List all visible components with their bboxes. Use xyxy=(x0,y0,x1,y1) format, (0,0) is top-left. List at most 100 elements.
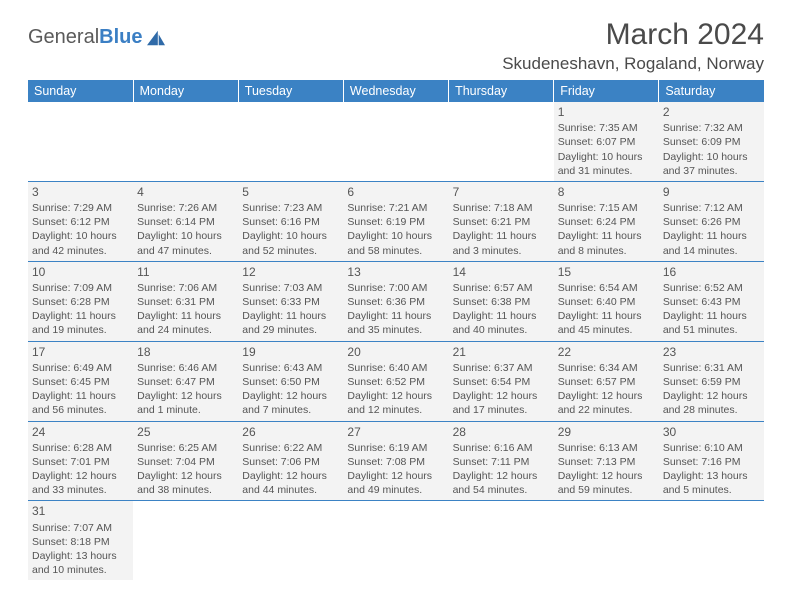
sunset-line: Sunset: 6:40 PM xyxy=(558,295,655,309)
calendar-cell: 10Sunrise: 7:09 AMSunset: 6:28 PMDayligh… xyxy=(28,261,133,341)
sunset-line: Sunset: 6:21 PM xyxy=(453,215,550,229)
sunset-line: Sunset: 6:07 PM xyxy=(558,135,655,149)
calendar-cell: 3Sunrise: 7:29 AMSunset: 6:12 PMDaylight… xyxy=(28,181,133,261)
daylight-line: Daylight: 12 hours and 28 minutes. xyxy=(663,389,760,417)
day-number: 5 xyxy=(242,184,339,200)
daylight-line: Daylight: 11 hours and 8 minutes. xyxy=(558,229,655,257)
daylight-line: Daylight: 13 hours and 5 minutes. xyxy=(663,469,760,497)
sunset-line: Sunset: 6:14 PM xyxy=(137,215,234,229)
calendar-body: 1Sunrise: 7:35 AMSunset: 6:07 PMDaylight… xyxy=(28,102,764,580)
day-number: 29 xyxy=(558,424,655,440)
calendar-cell: 22Sunrise: 6:34 AMSunset: 6:57 PMDayligh… xyxy=(554,341,659,421)
sunrise-line: Sunrise: 7:00 AM xyxy=(347,281,444,295)
calendar-cell xyxy=(449,501,554,580)
calendar-cell: 8Sunrise: 7:15 AMSunset: 6:24 PMDaylight… xyxy=(554,181,659,261)
calendar-cell: 26Sunrise: 6:22 AMSunset: 7:06 PMDayligh… xyxy=(238,421,343,501)
daylight-line: Daylight: 11 hours and 14 minutes. xyxy=(663,229,760,257)
sunset-line: Sunset: 6:45 PM xyxy=(32,375,129,389)
sunset-line: Sunset: 6:24 PM xyxy=(558,215,655,229)
sunset-line: Sunset: 6:09 PM xyxy=(663,135,760,149)
calendar-cell: 20Sunrise: 6:40 AMSunset: 6:52 PMDayligh… xyxy=(343,341,448,421)
sunset-line: Sunset: 7:13 PM xyxy=(558,455,655,469)
calendar-cell: 1Sunrise: 7:35 AMSunset: 6:07 PMDaylight… xyxy=(554,102,659,181)
calendar-cell: 30Sunrise: 6:10 AMSunset: 7:16 PMDayligh… xyxy=(659,421,764,501)
header: GeneralBlue March 2024 Skudeneshavn, Rog… xyxy=(28,18,764,74)
calendar-cell: 11Sunrise: 7:06 AMSunset: 6:31 PMDayligh… xyxy=(133,261,238,341)
day-number: 26 xyxy=(242,424,339,440)
calendar-cell: 12Sunrise: 7:03 AMSunset: 6:33 PMDayligh… xyxy=(238,261,343,341)
sail-icon xyxy=(145,29,167,47)
sunset-line: Sunset: 6:43 PM xyxy=(663,295,760,309)
day-number: 13 xyxy=(347,264,444,280)
weekday-header: Sunday xyxy=(28,80,133,102)
calendar-cell: 6Sunrise: 7:21 AMSunset: 6:19 PMDaylight… xyxy=(343,181,448,261)
daylight-line: Daylight: 11 hours and 3 minutes. xyxy=(453,229,550,257)
sunset-line: Sunset: 6:57 PM xyxy=(558,375,655,389)
sunset-line: Sunset: 7:01 PM xyxy=(32,455,129,469)
sunset-line: Sunset: 6:50 PM xyxy=(242,375,339,389)
sunrise-line: Sunrise: 6:22 AM xyxy=(242,441,339,455)
calendar-cell: 19Sunrise: 6:43 AMSunset: 6:50 PMDayligh… xyxy=(238,341,343,421)
sunrise-line: Sunrise: 7:21 AM xyxy=(347,201,444,215)
daylight-line: Daylight: 11 hours and 40 minutes. xyxy=(453,309,550,337)
day-number: 20 xyxy=(347,344,444,360)
daylight-line: Daylight: 10 hours and 37 minutes. xyxy=(663,150,760,178)
day-number: 19 xyxy=(242,344,339,360)
sunset-line: Sunset: 6:26 PM xyxy=(663,215,760,229)
day-number: 6 xyxy=(347,184,444,200)
day-number: 2 xyxy=(663,104,760,120)
daylight-line: Daylight: 11 hours and 35 minutes. xyxy=(347,309,444,337)
sunset-line: Sunset: 6:31 PM xyxy=(137,295,234,309)
sunrise-line: Sunrise: 7:15 AM xyxy=(558,201,655,215)
daylight-line: Daylight: 11 hours and 29 minutes. xyxy=(242,309,339,337)
day-number: 18 xyxy=(137,344,234,360)
daylight-line: Daylight: 12 hours and 22 minutes. xyxy=(558,389,655,417)
logo: GeneralBlue xyxy=(28,18,167,49)
title-block: March 2024 Skudeneshavn, Rogaland, Norwa… xyxy=(502,18,764,74)
calendar-cell: 7Sunrise: 7:18 AMSunset: 6:21 PMDaylight… xyxy=(449,181,554,261)
sunrise-line: Sunrise: 7:35 AM xyxy=(558,121,655,135)
daylight-line: Daylight: 12 hours and 38 minutes. xyxy=(137,469,234,497)
sunrise-line: Sunrise: 6:13 AM xyxy=(558,441,655,455)
logo-text-general: General xyxy=(28,26,99,48)
calendar-cell: 27Sunrise: 6:19 AMSunset: 7:08 PMDayligh… xyxy=(343,421,448,501)
sunrise-line: Sunrise: 7:29 AM xyxy=(32,201,129,215)
day-number: 31 xyxy=(32,503,129,519)
daylight-line: Daylight: 12 hours and 54 minutes. xyxy=(453,469,550,497)
daylight-line: Daylight: 12 hours and 1 minute. xyxy=(137,389,234,417)
calendar-row: 3Sunrise: 7:29 AMSunset: 6:12 PMDaylight… xyxy=(28,181,764,261)
calendar-cell xyxy=(343,501,448,580)
day-number: 23 xyxy=(663,344,760,360)
calendar-cell xyxy=(449,102,554,181)
day-number: 30 xyxy=(663,424,760,440)
weekday-header: Monday xyxy=(133,80,238,102)
daylight-line: Daylight: 11 hours and 56 minutes. xyxy=(32,389,129,417)
day-number: 3 xyxy=(32,184,129,200)
weekday-header: Saturday xyxy=(659,80,764,102)
day-number: 21 xyxy=(453,344,550,360)
day-number: 1 xyxy=(558,104,655,120)
day-number: 16 xyxy=(663,264,760,280)
day-number: 4 xyxy=(137,184,234,200)
sunset-line: Sunset: 6:19 PM xyxy=(347,215,444,229)
day-number: 25 xyxy=(137,424,234,440)
sunset-line: Sunset: 7:06 PM xyxy=(242,455,339,469)
sunrise-line: Sunrise: 6:54 AM xyxy=(558,281,655,295)
calendar-cell xyxy=(554,501,659,580)
calendar-cell: 9Sunrise: 7:12 AMSunset: 6:26 PMDaylight… xyxy=(659,181,764,261)
sunrise-line: Sunrise: 7:09 AM xyxy=(32,281,129,295)
day-number: 7 xyxy=(453,184,550,200)
daylight-line: Daylight: 10 hours and 31 minutes. xyxy=(558,150,655,178)
calendar-cell: 15Sunrise: 6:54 AMSunset: 6:40 PMDayligh… xyxy=(554,261,659,341)
calendar-cell xyxy=(28,102,133,181)
calendar-cell xyxy=(238,501,343,580)
day-number: 11 xyxy=(137,264,234,280)
weekday-header: Wednesday xyxy=(343,80,448,102)
sunset-line: Sunset: 7:08 PM xyxy=(347,455,444,469)
calendar-cell: 13Sunrise: 7:00 AMSunset: 6:36 PMDayligh… xyxy=(343,261,448,341)
sunset-line: Sunset: 6:28 PM xyxy=(32,295,129,309)
calendar-cell: 24Sunrise: 6:28 AMSunset: 7:01 PMDayligh… xyxy=(28,421,133,501)
daylight-line: Daylight: 10 hours and 58 minutes. xyxy=(347,229,444,257)
sunrise-line: Sunrise: 7:32 AM xyxy=(663,121,760,135)
calendar-cell: 14Sunrise: 6:57 AMSunset: 6:38 PMDayligh… xyxy=(449,261,554,341)
